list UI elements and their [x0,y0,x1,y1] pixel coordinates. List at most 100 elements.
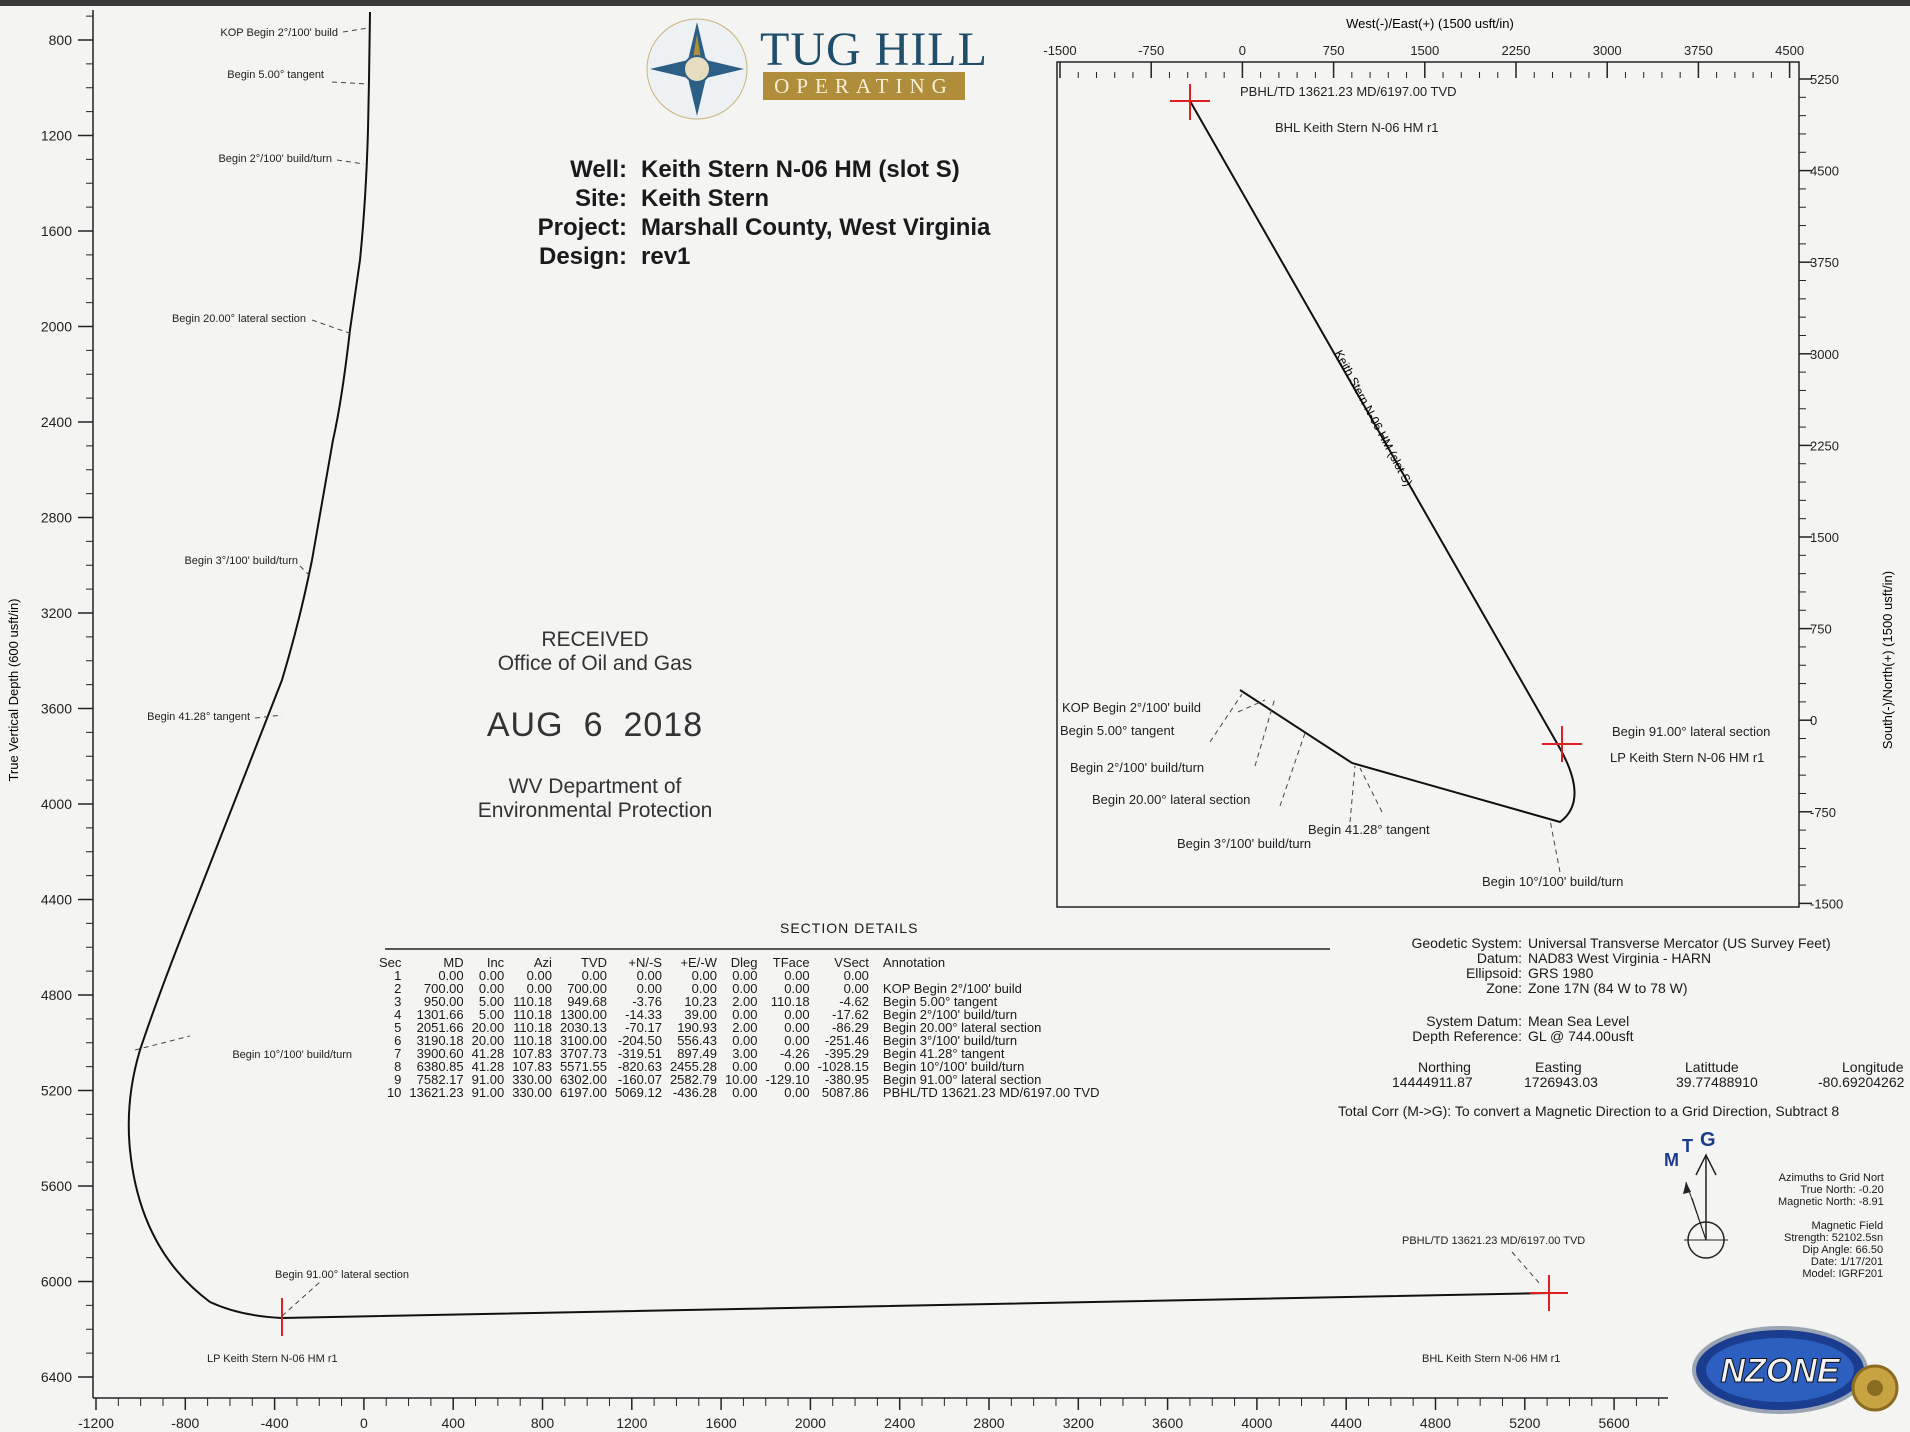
vs-label-buildturn3: Begin 3°/100' build/turn [184,555,298,567]
vs-label-buildturn10: Begin 10°/100' build/turn [232,1049,352,1061]
geo-northing: 14444911.87 [1392,1075,1473,1090]
pv-y-tick-label: 3750 [1810,255,1839,270]
design-value: rev1 [641,242,690,271]
mag-field-1: Magnetic Field [1784,1220,1883,1232]
pv-label-pbhl: PBHL/TD 13621.23 MD/6197.00 TVD [1240,84,1457,99]
vs-label-tan41: Begin 41.28° tangent [147,711,250,723]
vs-label-tan5: Begin 5.00° tangent [227,69,324,81]
vs-x-tick-label: 2400 [884,1415,915,1431]
geo-system-key: Geodetic System: [1370,936,1522,951]
pv-x-tick-label: 3000 [1593,43,1622,58]
pv-y-tick-label: -1500 [1810,896,1843,911]
vs-label-pbhl: PBHL/TD 13621.23 MD/6197.00 TVD [1402,1235,1585,1247]
pv-x-tick-label: -750 [1138,43,1164,58]
pv-y-tick-label: -750 [1810,805,1836,820]
pv-lp-marker [1542,726,1582,762]
pv-y-tick-label: 1500 [1810,530,1839,545]
north-arrow-m: M [1664,1150,1679,1170]
pv-label-tan5: Begin 5.00° tangent [1060,723,1175,738]
pv-label-bhl: BHL Keith Stern N-06 HM r1 [1275,120,1439,135]
vs-y-tick-label: 800 [49,32,73,48]
logo-title: TUG HILL [760,22,988,77]
pv-x-tick-label: 4500 [1775,43,1804,58]
vs-x-tick-label: 0 [360,1415,368,1431]
mag-field-3: Dip Angle: 66.50 [1784,1244,1883,1256]
vs-y-tick-label: 3200 [41,605,72,621]
north-arrow-icon: M T G [1648,1130,1748,1280]
pv-x-tick-label: 3750 [1684,43,1713,58]
vs-x-tick-label: 400 [442,1415,466,1431]
vs-y-tick-label: 3600 [41,701,72,717]
pv-x-tick-label: 2250 [1502,43,1531,58]
vs-x-tick-label: 1600 [706,1415,737,1431]
stamp-date: AUG 6 2018 [430,706,760,745]
vs-label-lat91: Begin 91.00° lateral section [275,1269,409,1281]
vs-y-tick-label: 5200 [41,1083,72,1099]
vs-y-tick-label: 6400 [41,1369,72,1385]
stamp-day: 6 [584,706,604,744]
stamp-received: RECEIVED [430,628,760,652]
pv-x-axis-label: West(-)/East(+) (1500 usft/in) [1346,16,1514,31]
geo-ellipsoid-val: GRS 1980 [1528,966,1831,981]
pv-y-tick-label: 750 [1810,622,1832,637]
geo-ellipsoid-key: Ellipsoid: [1370,966,1522,981]
plan-view-frame [1057,62,1799,907]
vs-x-tick-label: 4400 [1331,1415,1362,1431]
vs-x-tick-label: 1200 [616,1415,647,1431]
vs-x-tick-label: 800 [531,1415,555,1431]
logo-subtitle: OPERATING [763,72,965,100]
pv-label-lat91: Begin 91.00° lateral section [1612,724,1770,739]
geo-zone-key: Zone: [1370,981,1522,996]
pv-x-tick-label: 750 [1323,43,1345,58]
section-details-table: Sec MD Inc Azi TVD +N/-S +E/-W Dleg TFace VSect An… [375,956,1103,1099]
pv-well-label: Keith Stern N-06 HM (slot S) [1332,348,1416,489]
geo-total-corr: Total Corr (M->G): To convert a Magnetic… [1338,1104,1839,1119]
section-details-title: SECTION DETAILS [780,920,918,936]
section-details-rule [385,948,1335,952]
geo-easting: 1726943.03 [1524,1075,1598,1090]
stamp-env: Environmental Protection [430,799,760,823]
vs-y-tick-label: 4800 [41,987,72,1003]
well-key: Well: [515,155,641,184]
vs-x-tick-label: 4000 [1241,1415,1272,1431]
pv-y-tick-label: 5250 [1810,72,1839,87]
vs-y-tick-label: 2800 [41,510,72,526]
vs-label-lat20: Begin 20.00° lateral section [172,313,306,325]
vs-pbhl-leader [1512,1252,1540,1284]
geo-lat-h: Latittude [1685,1060,1739,1075]
section-cell: 5087.86 [814,1086,873,1099]
vs-leaders [135,28,368,1316]
geo-datum-key: Datum: [1370,951,1522,966]
mag-field-4: Date: 1/17/201 [1784,1256,1883,1268]
geo-depthref-val: GL @ 744.00usft [1528,1029,1634,1044]
vs-label-buildturn2: Begin 2°/100' build/turn [218,153,332,165]
geo-system-val: Universal Transverse Mercator (US Survey… [1528,936,1831,951]
vs-y-tick-label: 4000 [41,796,72,812]
vs-x-tick-label: -1200 [78,1415,114,1431]
geo-sysdatum-key: System Datum: [1370,1014,1522,1029]
vs-x-tick-label: 2800 [973,1415,1004,1431]
vs-x-tick-label: -800 [171,1415,199,1431]
well-info: Well: Keith Stern N-06 HM (slot S) Site: K… [515,155,990,271]
geo-lon: -80.69204262 [1818,1075,1904,1090]
project-key: Project: [515,213,641,242]
pv-label-buildturn3: Begin 3°/100' build/turn [1177,836,1311,851]
north-notes-3: Magnetic North: -8.91 [1778,1196,1884,1208]
section-cell: 91.00 [468,1086,509,1099]
mag-field-2: Strength: 52102.5sn [1784,1232,1883,1244]
section-cell: 10 [375,1086,405,1099]
section-cell: PBHL/TD 13621.23 MD/6197.00 TVD [873,1086,1104,1099]
section-cell: 330.00 [508,1086,556,1099]
pv-well-path [1190,101,1575,822]
well-value: Keith Stern N-06 HM (slot S) [641,155,960,184]
geo-northing-h: Northing [1418,1060,1471,1075]
section-cell: 0.00 [762,1086,814,1099]
pv-y-ticks: 5250450037503000225015007500-750-1500 [1799,72,1843,911]
pv-y-tick-label: 2250 [1810,438,1839,453]
north-notes-1: Azimuths to Grid Nort [1778,1172,1884,1184]
vs-y-tick-label: 1200 [41,128,72,144]
vs-y-axis-label: True Vertical Depth (600 usft/in) [6,598,21,781]
stamp-office: Office of Oil and Gas [430,652,760,676]
vs-y-ticks: 8001200160020002400280032003600400044004… [41,16,93,1385]
vs-label-bhl: BHL Keith Stern N-06 HM r1 [1422,1353,1560,1365]
